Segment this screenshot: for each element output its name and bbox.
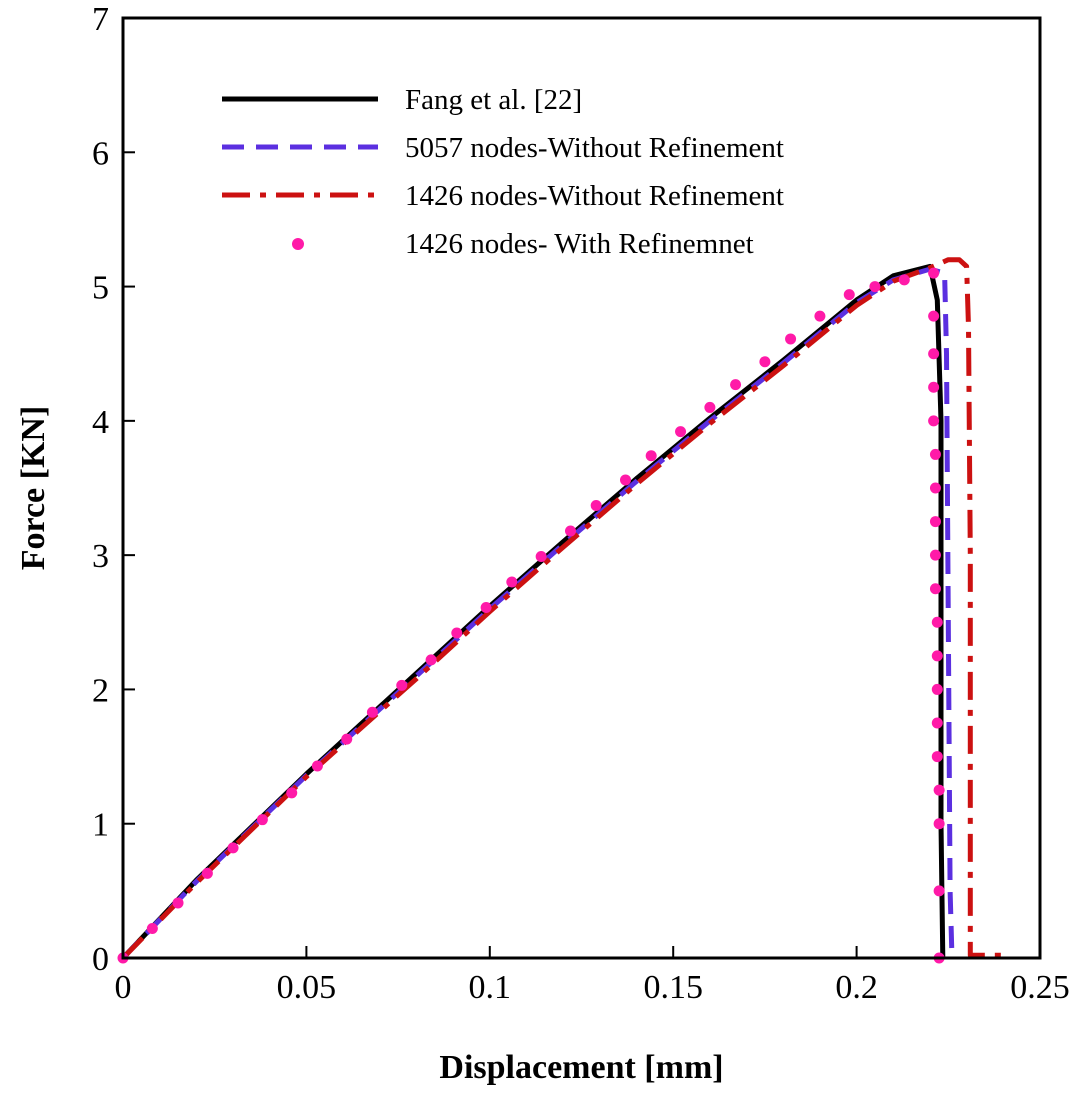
ticks-layer: 0 0.05 0.1 0.15 0.2 0.25 0 1 2 3 4 5 6 7 [92, 1, 1070, 1006]
data-point [256, 814, 268, 826]
data-point [929, 549, 941, 561]
data-point [931, 616, 943, 628]
x-tick-label: 0.25 [1010, 969, 1070, 1006]
x-tick-label: 0.1 [469, 969, 512, 1006]
data-point [928, 348, 940, 360]
data-point [451, 627, 463, 639]
legend-swatch [292, 238, 304, 250]
y-tick-label: 0 [92, 941, 109, 978]
plot-frame [121, 16, 1042, 960]
data-point [535, 550, 547, 562]
y-tick-label: 3 [92, 538, 109, 575]
legend-label: 5057 nodes-Without Refinement [405, 132, 784, 164]
y-tick-label: 6 [92, 135, 109, 172]
data-point [341, 733, 353, 745]
x-tick-label: 0.2 [835, 969, 878, 1006]
y-tick-label: 4 [92, 404, 109, 441]
data-point [730, 379, 742, 391]
data-point [480, 602, 492, 614]
data-point [366, 706, 378, 718]
data-point [929, 583, 941, 595]
x-tick-label: 0 [115, 969, 132, 1006]
data-point [931, 751, 943, 763]
data-point [286, 787, 298, 799]
data-point [675, 426, 687, 438]
data-point [704, 401, 716, 413]
data-point [928, 415, 940, 427]
data-point [201, 867, 213, 879]
data-point [898, 274, 910, 286]
data-point [227, 842, 239, 854]
data-point [814, 310, 826, 322]
data-point [929, 516, 941, 528]
legend-label: 1426 nodes-Without Refinement [405, 180, 784, 212]
data-point [146, 922, 158, 934]
legend: Fang et al. [22] 5057 nodes-Without Refin… [222, 84, 784, 260]
series-2-line [121, 266, 955, 960]
data-point [590, 499, 602, 511]
data-point [929, 482, 941, 494]
data-point [933, 885, 945, 897]
legend-label: Fang et al. [22] [405, 84, 582, 116]
data-point [869, 281, 881, 293]
data-point [928, 381, 940, 393]
x-tick-label: 0.15 [643, 969, 703, 1006]
data-point [425, 654, 437, 666]
data-point [931, 683, 943, 695]
data-point [620, 474, 632, 486]
y-tick-label: 7 [92, 1, 109, 38]
data-point [843, 289, 855, 301]
data-point [933, 818, 945, 830]
data-point [645, 450, 657, 462]
data-point [785, 333, 797, 345]
x-tick-label: 0.05 [277, 969, 337, 1006]
legend-label: 1426 nodes- With Refinemnet [405, 228, 754, 260]
data-point [928, 267, 940, 279]
data-point [933, 784, 945, 796]
y-tick-label: 2 [92, 672, 109, 709]
series-4-dots [117, 267, 945, 964]
data-point [311, 760, 323, 772]
data-point [172, 897, 184, 909]
y-tick-label: 5 [92, 270, 109, 307]
data-point [929, 448, 941, 460]
series-layer [117, 257, 1004, 964]
y-tick-label: 1 [92, 807, 109, 844]
series-3-line [121, 257, 1004, 960]
data-point [931, 650, 943, 662]
data-point [506, 576, 518, 588]
series-1-line [121, 263, 946, 960]
y-axis-title: Force [KN] [15, 406, 52, 571]
x-axis-title: Displacement [mm] [439, 1049, 723, 1086]
data-point [928, 310, 940, 322]
data-point [931, 717, 943, 729]
data-point [759, 356, 771, 368]
data-point [564, 525, 576, 537]
data-point [396, 679, 408, 691]
